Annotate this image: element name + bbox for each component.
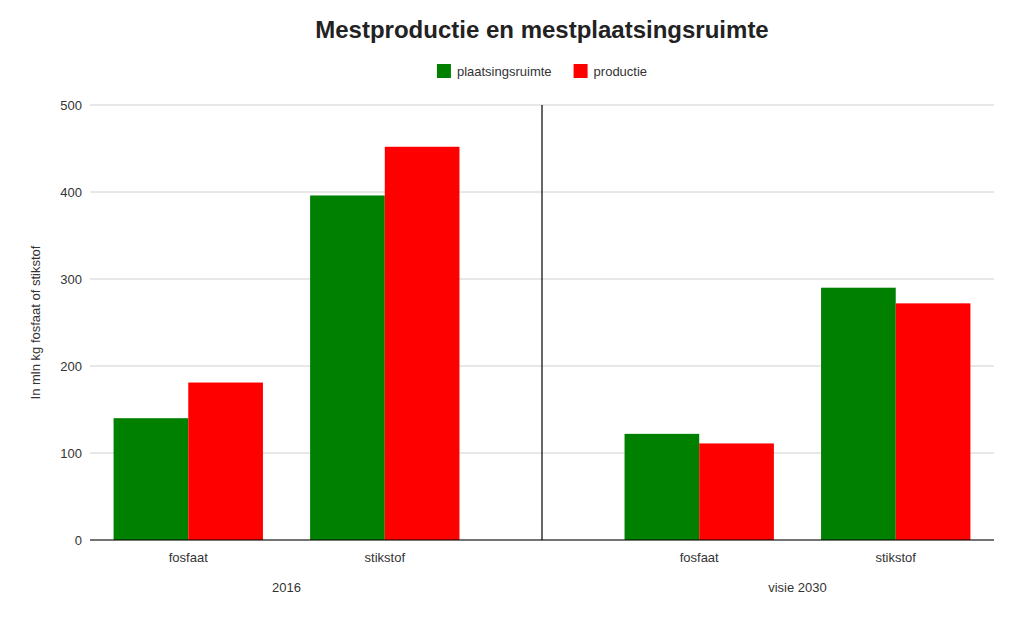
legend-swatch [437, 64, 451, 78]
legend-label: productie [594, 64, 647, 79]
chart: Mestproductie en mestplaatsingsruimte pla… [0, 0, 1024, 625]
chart-container: Mestproductie en mestplaatsingsruimte pla… [0, 0, 1024, 625]
x-tick-label: stikstof [876, 550, 917, 565]
bar [896, 303, 971, 540]
legend-label: plaatsingsruimte [457, 64, 552, 79]
bar [114, 418, 189, 540]
y-tick-label: 0 [75, 533, 82, 548]
x-tick-label: stikstof [365, 550, 406, 565]
legend: plaatsingsruimte productie [437, 64, 647, 79]
group-label: visie 2030 [768, 580, 827, 595]
group-divider [541, 105, 542, 540]
y-tick-label: 500 [60, 98, 82, 113]
bar [699, 443, 774, 540]
bar [310, 195, 385, 540]
legend-swatch [574, 64, 588, 78]
x-tick-label: fosfaat [169, 550, 208, 565]
y-tick-label: 100 [60, 446, 82, 461]
x-tick-label: fosfaat [680, 550, 719, 565]
legend-item: productie [574, 64, 647, 79]
group-label: 2016 [272, 580, 301, 595]
title: Mestproductie en mestplaatsingsruimte [315, 16, 768, 43]
grid [90, 105, 994, 540]
y-tick-label: 400 [60, 185, 82, 200]
legend-item: plaatsingsruimte [437, 64, 552, 79]
y-tick-label: 200 [60, 359, 82, 374]
bar [385, 147, 460, 540]
y-tick-label: 300 [60, 272, 82, 287]
bar [188, 383, 263, 540]
bar [625, 434, 700, 540]
y-axis-label: In mln kg fosfaat of stikstof [28, 245, 43, 399]
bar [821, 288, 896, 540]
